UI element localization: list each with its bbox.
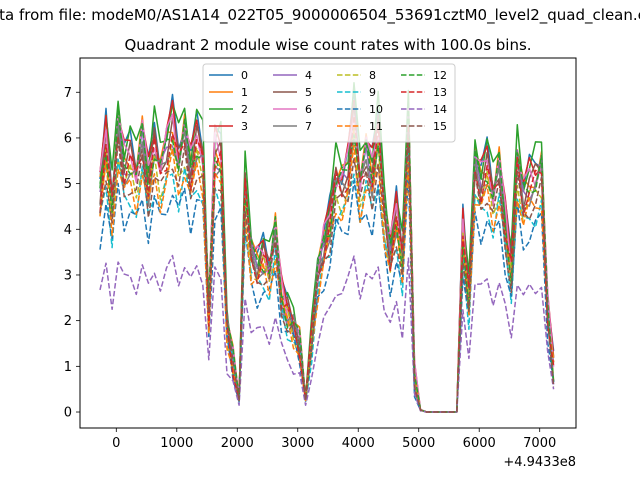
figure-suptitle: Data from file: modeM0/AS1A14_022T05_900… xyxy=(0,6,640,25)
y-tick-label: 4 xyxy=(64,223,72,238)
legend-label-5: 5 xyxy=(305,86,312,99)
x-tick-label: 6000 xyxy=(463,436,496,451)
legend-label-2: 2 xyxy=(241,103,248,116)
x-tick-label: 1000 xyxy=(160,436,193,451)
legend-label-3: 3 xyxy=(241,120,248,133)
legend-label-7: 7 xyxy=(305,120,312,133)
y-tick-label: 6 xyxy=(64,131,72,146)
legend-label-0: 0 xyxy=(241,69,248,82)
x-tick-label: 4000 xyxy=(342,436,375,451)
x-tick-label: 2000 xyxy=(221,436,254,451)
plot-frame xyxy=(79,57,577,429)
x-tick-label: 0 xyxy=(112,436,120,451)
y-tick-label: 2 xyxy=(64,314,72,329)
x-tick-label: 3000 xyxy=(281,436,314,451)
y-tick-label: 1 xyxy=(64,360,72,375)
legend-label-10: 10 xyxy=(369,103,383,116)
series-15-line xyxy=(99,130,555,413)
series-13-line xyxy=(99,115,555,413)
legend-label-15: 15 xyxy=(433,120,447,133)
x-tick-label: 7000 xyxy=(523,436,556,451)
y-tick-label: 0 xyxy=(64,406,72,421)
y-tick-label: 7 xyxy=(64,86,72,101)
legend-label-6: 6 xyxy=(305,103,312,116)
axis-ticks: 0 1000 2000 3000 4000 5000 6000 7000 0 1 2 3 4 5 6 7 xyxy=(64,86,557,451)
legend-label-11: 11 xyxy=(369,120,383,133)
series-14-line xyxy=(99,254,555,413)
series-12-line xyxy=(99,100,555,413)
x-tick-label: 5000 xyxy=(402,436,435,451)
legend-label-8: 8 xyxy=(369,69,376,82)
legend-box xyxy=(202,63,456,143)
legend-label-12: 12 xyxy=(433,69,447,82)
legend-label-14: 14 xyxy=(433,103,447,116)
series-10-line xyxy=(99,175,555,413)
y-tick-label: 3 xyxy=(64,268,72,283)
legend-label-1: 1 xyxy=(241,86,248,99)
legend-label-13: 13 xyxy=(433,86,447,99)
y-tick-label: 5 xyxy=(64,177,72,192)
x-offset-label: +4.9433e8 xyxy=(503,455,576,470)
series-layer xyxy=(99,82,555,413)
chart-title: Quadrant 2 module wise count rates with … xyxy=(124,36,531,54)
legend-label-4: 4 xyxy=(305,69,312,82)
legend-label-9: 9 xyxy=(369,86,376,99)
